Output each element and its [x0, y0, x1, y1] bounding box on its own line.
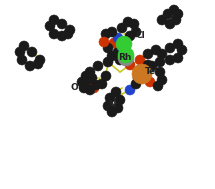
Circle shape [141, 70, 151, 80]
Circle shape [131, 27, 141, 37]
Circle shape [25, 61, 35, 71]
Circle shape [79, 83, 89, 93]
Circle shape [63, 29, 73, 39]
Circle shape [118, 47, 134, 63]
Circle shape [93, 61, 103, 71]
Circle shape [155, 57, 165, 67]
Text: Cl: Cl [136, 32, 146, 40]
Circle shape [117, 23, 127, 33]
Circle shape [91, 80, 101, 90]
Circle shape [35, 55, 45, 65]
Circle shape [157, 75, 167, 85]
Circle shape [83, 77, 93, 87]
Circle shape [132, 64, 152, 84]
Circle shape [173, 53, 183, 63]
Circle shape [143, 60, 153, 70]
Circle shape [157, 15, 167, 25]
Circle shape [49, 15, 59, 25]
Circle shape [45, 21, 55, 31]
Circle shape [107, 27, 117, 37]
Circle shape [113, 103, 123, 113]
Circle shape [109, 38, 119, 48]
Circle shape [133, 73, 143, 83]
Text: Te: Te [145, 67, 156, 77]
Circle shape [151, 45, 161, 55]
Circle shape [145, 77, 155, 87]
Circle shape [143, 49, 153, 59]
Circle shape [27, 47, 37, 57]
Circle shape [115, 55, 125, 65]
Circle shape [118, 50, 134, 66]
Circle shape [177, 45, 187, 55]
Circle shape [57, 31, 67, 41]
Text: O: O [70, 84, 78, 92]
Circle shape [117, 42, 127, 52]
Circle shape [107, 51, 117, 61]
Circle shape [103, 43, 113, 53]
Circle shape [89, 83, 99, 93]
Circle shape [111, 87, 121, 97]
Circle shape [125, 85, 135, 95]
Circle shape [131, 79, 141, 89]
Circle shape [155, 67, 165, 77]
Circle shape [65, 25, 75, 35]
Circle shape [147, 61, 157, 71]
Circle shape [107, 107, 117, 117]
Circle shape [165, 43, 175, 53]
Circle shape [113, 33, 123, 43]
Circle shape [135, 55, 145, 65]
Circle shape [173, 39, 183, 49]
Text: N: N [108, 100, 116, 109]
Circle shape [17, 55, 27, 65]
Circle shape [101, 71, 111, 81]
Circle shape [85, 67, 95, 77]
Circle shape [49, 29, 59, 39]
Circle shape [157, 49, 167, 59]
Circle shape [33, 59, 43, 69]
Circle shape [123, 50, 133, 60]
Circle shape [77, 77, 87, 87]
Circle shape [129, 19, 139, 29]
Circle shape [115, 95, 125, 105]
Circle shape [19, 41, 29, 51]
Circle shape [15, 47, 25, 57]
Circle shape [169, 5, 179, 15]
Circle shape [165, 19, 175, 29]
Circle shape [171, 15, 181, 25]
Circle shape [101, 29, 111, 39]
Circle shape [103, 101, 113, 111]
Circle shape [99, 37, 109, 47]
Circle shape [116, 36, 132, 52]
Circle shape [125, 60, 135, 70]
Circle shape [105, 93, 115, 103]
Circle shape [87, 73, 97, 83]
Circle shape [97, 79, 107, 89]
Circle shape [123, 17, 133, 27]
Circle shape [81, 71, 91, 81]
Circle shape [103, 57, 113, 67]
Circle shape [85, 85, 95, 95]
Circle shape [163, 9, 173, 19]
Text: Rh: Rh [118, 53, 131, 63]
Circle shape [153, 81, 163, 91]
Circle shape [57, 19, 67, 29]
Circle shape [165, 55, 175, 65]
Circle shape [113, 47, 123, 57]
Circle shape [173, 9, 183, 19]
Circle shape [125, 31, 135, 41]
